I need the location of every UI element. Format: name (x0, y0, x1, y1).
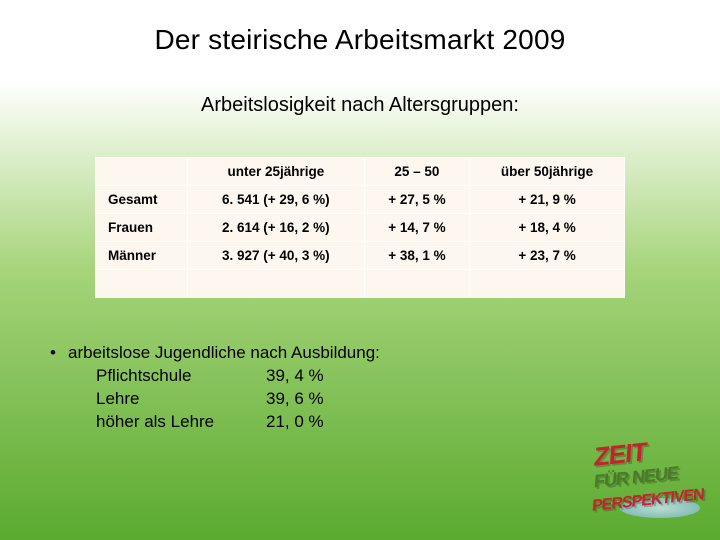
cell-empty (188, 270, 365, 298)
cell-empty (470, 270, 625, 298)
slide-title: Der steirische Arbeitsmarkt 2009 (0, 0, 720, 56)
table-col-under25: unter 25jährige (188, 158, 365, 186)
table-row: Männer 3. 927 (+ 40, 3 %) + 38, 1 % + 23… (96, 242, 625, 270)
table-col-25to50: 25 – 50 (364, 158, 469, 186)
table-col-over50: über 50jährige (470, 158, 625, 186)
cell-empty (364, 270, 469, 298)
education-label: höher als Lehre (96, 411, 266, 434)
cell: + 21, 9 % (470, 186, 625, 214)
education-intro: arbeitslose Jugendliche nach Ausbildung: (68, 342, 380, 365)
row-label-maenner: Männer (96, 242, 188, 270)
cell: 6. 541 (+ 29, 6 %) (188, 186, 365, 214)
cell: 2. 614 (+ 16, 2 %) (188, 214, 365, 242)
education-line: Lehre 39, 6 % (96, 388, 720, 411)
row-label-gesamt: Gesamt (96, 186, 188, 214)
education-label: Pflichtschule (96, 365, 266, 388)
row-label-frauen: Frauen (96, 214, 188, 242)
age-group-table: unter 25jährige 25 – 50 über 50jährige G… (95, 157, 625, 298)
education-value: 21, 0 % (266, 411, 324, 434)
cell-empty (96, 270, 188, 298)
cell: 3. 927 (+ 40, 3 %) (188, 242, 365, 270)
cell: + 18, 4 % (470, 214, 625, 242)
cell: + 23, 7 % (470, 242, 625, 270)
table-row: Frauen 2. 614 (+ 16, 2 %) + 14, 7 % + 18… (96, 214, 625, 242)
education-breakdown: • arbeitslose Jugendliche nach Ausbildun… (50, 342, 720, 434)
cell: + 14, 7 % (364, 214, 469, 242)
cell: + 38, 1 % (364, 242, 469, 270)
table-row: Gesamt 6. 541 (+ 29, 6 %) + 27, 5 % + 21… (96, 186, 625, 214)
education-value: 39, 4 % (266, 365, 324, 388)
education-line: Pflichtschule 39, 4 % (96, 365, 720, 388)
education-label: Lehre (96, 388, 266, 411)
cell: + 27, 5 % (364, 186, 469, 214)
bullet-icon: • (50, 342, 68, 365)
table-header-row: unter 25jährige 25 – 50 über 50jährige (96, 158, 625, 186)
table-header-empty (96, 158, 188, 186)
slide-subtitle: Arbeitslosigkeit nach Altersgruppen: (0, 94, 720, 117)
perspektiven-logo: ZEIT FÜR NEUE PERSPEKTIVEN (552, 422, 712, 532)
table-row-empty (96, 270, 625, 298)
education-value: 39, 6 % (266, 388, 324, 411)
